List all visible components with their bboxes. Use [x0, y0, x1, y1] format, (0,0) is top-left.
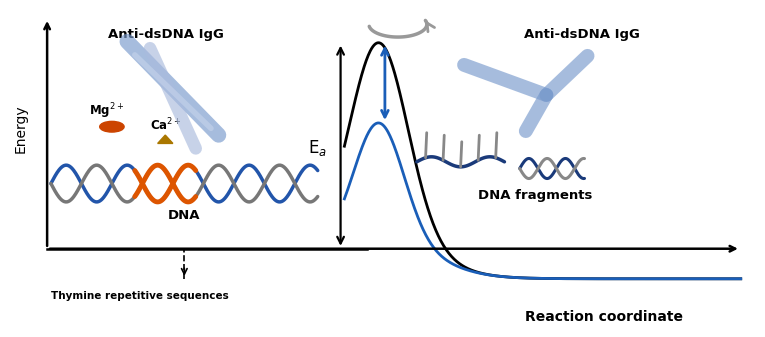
Text: Reaction coordinate: Reaction coordinate	[525, 310, 682, 324]
Text: Anti-dsDNA IgG: Anti-dsDNA IgG	[523, 28, 640, 41]
Text: Mg$^{2+}$: Mg$^{2+}$	[89, 102, 124, 121]
Text: DNA fragments: DNA fragments	[478, 189, 592, 202]
Text: Thymine repetitive sequences: Thymine repetitive sequences	[51, 290, 229, 301]
Circle shape	[99, 121, 124, 132]
Text: Ca$^{2+}$: Ca$^{2+}$	[150, 117, 181, 133]
Text: Energy: Energy	[14, 104, 28, 153]
Text: DNA: DNA	[168, 209, 200, 222]
Polygon shape	[158, 135, 173, 144]
Text: Anti-dsDNA IgG: Anti-dsDNA IgG	[108, 28, 224, 41]
Text: E$_a$: E$_a$	[308, 139, 327, 158]
